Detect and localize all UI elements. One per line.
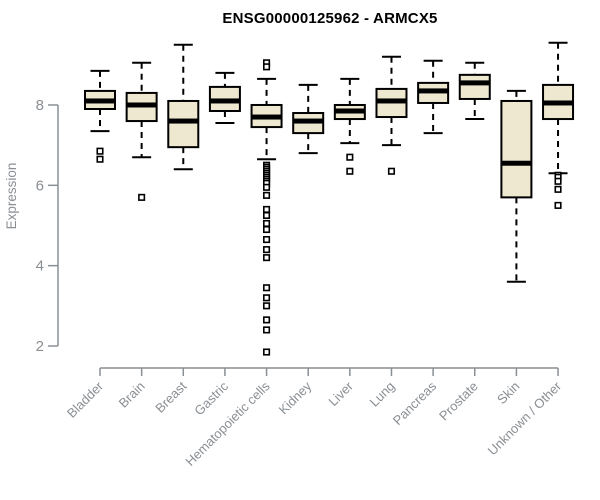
outlier-point (96, 147, 104, 155)
outlier-point (263, 63, 271, 71)
y-axis-title: Expression (4, 163, 19, 230)
median-line (418, 88, 449, 94)
outlier-point (263, 219, 271, 228)
iqr-box (458, 73, 491, 100)
median-line (126, 102, 157, 108)
outlier-point (96, 155, 104, 163)
x-tick-label-lung: Lung (367, 379, 398, 410)
x-tick-label-breast: Breast (152, 378, 189, 415)
median-line (543, 100, 574, 106)
y-tick-label: 8 (36, 97, 44, 114)
x-tick-label-unknown-other: Unknown / Other (485, 378, 565, 458)
outlier-point (554, 185, 562, 193)
boxplot-breast (167, 43, 200, 171)
outlier-point (263, 211, 271, 219)
outlier-point (263, 284, 271, 292)
outlier-point (263, 302, 271, 310)
median-line (251, 114, 282, 120)
boxplot-skin (500, 89, 533, 283)
x-tick-label-prostate: Prostate (436, 379, 481, 424)
median-line (459, 80, 490, 86)
outlier-point (263, 246, 271, 254)
x-tick-label-pancreas: Pancreas (390, 378, 440, 428)
y-tick-label: 4 (36, 258, 44, 275)
boxplot-brain (125, 61, 158, 201)
x-tick-label-kidney: Kidney (276, 378, 315, 417)
outlier-point (263, 225, 271, 234)
x-tick-label-gastric: Gastric (191, 378, 231, 418)
boxplot-hematopoietic-cells (250, 59, 283, 356)
boxplot-lung (375, 55, 408, 175)
outlier-point (554, 201, 562, 209)
iqr-box (500, 99, 533, 199)
median-line (168, 118, 199, 124)
boxplot-gastric (208, 71, 241, 125)
x-tick-label-skin: Skin (494, 379, 522, 407)
median-line (334, 108, 365, 114)
median-line (293, 118, 324, 124)
boxplot-prostate (458, 61, 491, 121)
outlier-point (387, 167, 396, 175)
boxplot-unknown-other (542, 41, 575, 209)
outlier-point (346, 167, 354, 175)
outlier-point (346, 153, 354, 161)
outlier-point (263, 326, 271, 334)
outlier-point (263, 183, 271, 191)
median-line (85, 98, 115, 104)
median-line (209, 98, 240, 104)
boxplot-pancreas (417, 59, 450, 135)
y-tick-label: 2 (36, 338, 44, 355)
outlier-point (138, 193, 146, 201)
x-tick-label-bladder: Bladder (64, 378, 107, 421)
outlier-point (554, 177, 562, 185)
chart-title: ENSG00000125962 - ARMCX5 (222, 10, 438, 27)
median-line (501, 160, 532, 166)
y-tick-label: 6 (36, 177, 44, 194)
boxplot-liver (333, 77, 366, 175)
outlier-point (263, 316, 271, 324)
boxplot-bladder (84, 69, 116, 163)
outlier-point (263, 254, 271, 262)
outlier-point (263, 235, 271, 244)
boxplot-kidney (292, 83, 325, 155)
x-tick-label-liver: Liver (325, 378, 356, 409)
outlier-point (263, 294, 271, 302)
outlier-point (263, 191, 271, 199)
x-tick-label-brain: Brain (116, 379, 148, 411)
outlier-point (263, 205, 271, 213)
median-line (376, 98, 407, 104)
outlier-point (263, 348, 271, 356)
iqr-box (167, 99, 200, 149)
